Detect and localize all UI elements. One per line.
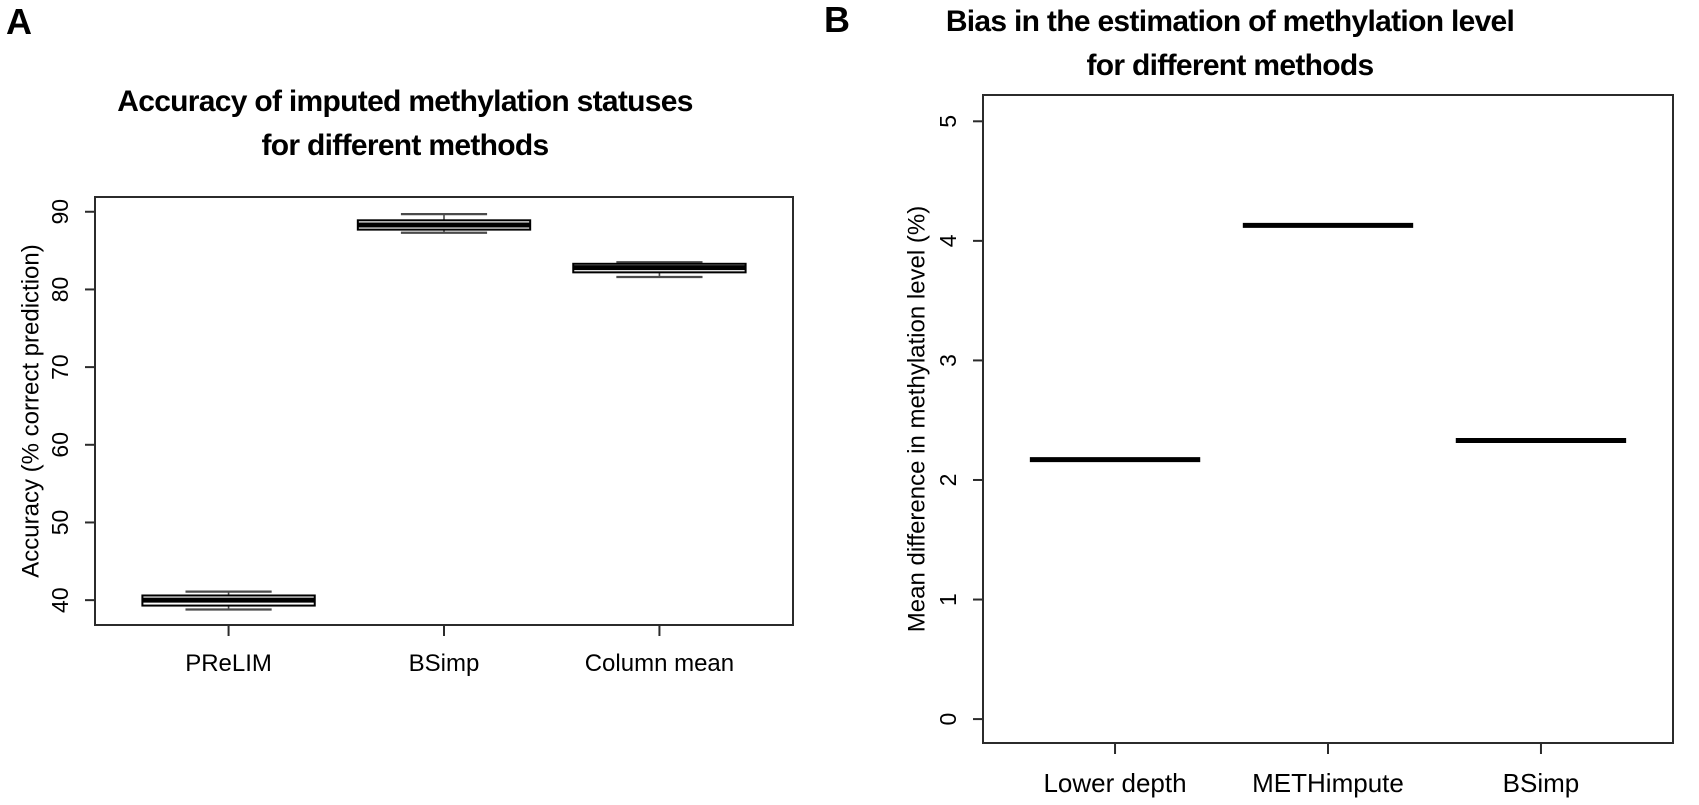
panel-a-plot: Accuracy (% correct prediction) 40 50 60 70… [17,196,794,677]
y-tick-label: 70 [47,354,73,380]
y-tick-label: 1 [935,593,961,606]
y-tick-label: 5 [935,115,961,128]
y-tick-label: 3 [935,354,961,367]
y-tick-label: 60 [47,432,73,458]
y-tick-label: 40 [47,587,73,613]
panel-a-label: A [6,1,32,42]
x-category-label: BSimp [1503,768,1580,798]
y-tick-label: 90 [47,199,73,225]
panel-b-label: B [824,0,850,40]
y-tick-label: 0 [935,713,961,726]
y-tick-label: 2 [935,474,961,487]
panel-a-title: Accuracy of imputed methylation statuses… [60,80,750,168]
x-category-label: PReLIM [185,650,272,677]
panel-b-plot: Mean difference in methylation level (%)… [903,94,1674,798]
panel-a-y-axis-label: Accuracy (% correct prediction) [17,244,44,577]
plot-border [982,94,1674,744]
panel-b-title-line2: for different methods [1086,49,1375,82]
x-category-label: Column mean [585,650,734,677]
x-category-label: BSimp [409,650,480,677]
y-tick-label: 50 [47,510,73,536]
y-tick-label: 4 [935,234,961,247]
x-category-label: Lower depth [1043,768,1186,798]
panel-b-y-axis-label: Mean difference in methylation level (%) [903,206,930,632]
panel-a-title-line2: for different methods [261,129,550,162]
panel-a-title-line1: Accuracy of imputed methylation statuses [117,85,693,118]
x-category-label: METHimpute [1252,768,1404,798]
y-tick-label: 80 [47,277,73,303]
panel-b-title: Bias in the estimation of methylation le… [880,0,1580,88]
panel-b-title-line1: Bias in the estimation of methylation le… [945,5,1515,38]
